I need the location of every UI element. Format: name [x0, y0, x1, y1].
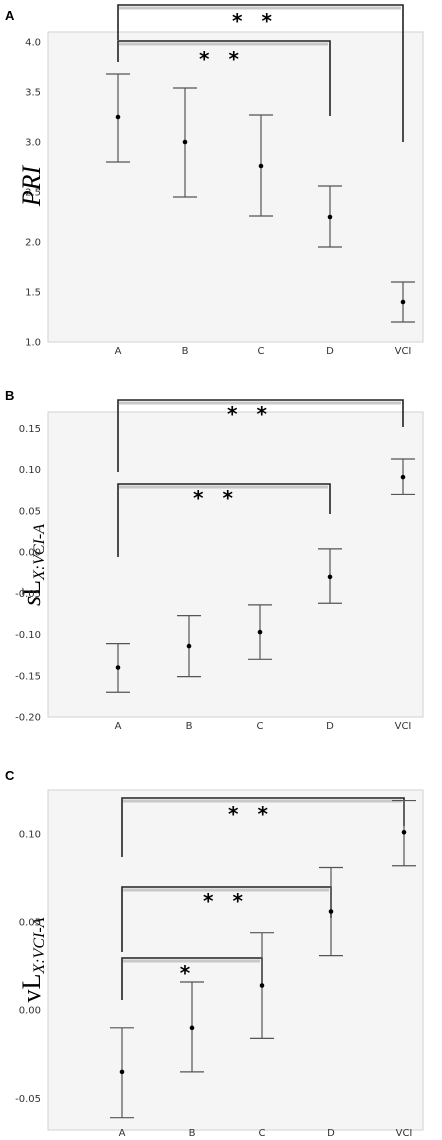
x-categories-c: A B C D VCI — [119, 1128, 413, 1139]
mean-point — [119, 1069, 125, 1075]
y-tick-label: 2.5 — [25, 188, 41, 199]
mean-point — [327, 574, 333, 580]
mean-point — [115, 114, 121, 120]
mean-point — [186, 643, 192, 649]
y-tick-label: 2.0 — [25, 238, 41, 249]
x-category-label: C — [257, 721, 264, 732]
significance-bracket — [117, 483, 331, 557]
x-category-label: D — [327, 1128, 335, 1139]
y-tick-label: 3.5 — [25, 88, 41, 99]
y-tick-label: 0.10 — [19, 830, 41, 841]
significance-brackets-c: * * * * * — [121, 797, 405, 1000]
panel-a: A PRI 1.01.52.02.53.03.54.0 A B C D VCI * **… — [5, 4, 424, 357]
y-tick-label: 1.5 — [25, 288, 41, 299]
error-bars-b — [106, 458, 415, 693]
significance-brackets-a: * * * * — [117, 4, 404, 142]
significance-stars: * * — [228, 802, 274, 826]
y-ticks-c: -0.05 0.00 0.05 0.10 — [15, 830, 41, 1105]
x-category-label: C — [258, 346, 265, 357]
mean-point — [258, 163, 264, 169]
error-bars-a — [106, 73, 415, 323]
plot-area-b — [47, 411, 424, 718]
x-category-label: D — [326, 721, 334, 732]
y-tick-label: 0.15 — [19, 424, 41, 435]
y-axis-label-b: sLX:VCI-A — [17, 524, 48, 606]
x-category-label: A — [119, 1128, 126, 1139]
panel-c: C vLX:VCI-A -0.050.000.050.10 A B C D VCI **… — [5, 768, 424, 1139]
mean-point — [259, 983, 265, 988]
x-category-label: A — [115, 346, 122, 357]
y-tick-label: 1.0 — [25, 338, 41, 349]
x-categories-a: A B C D VCI — [115, 346, 412, 357]
x-categories-b: A B C D VCI — [115, 721, 412, 732]
mean-point — [400, 299, 406, 305]
plot-area-a — [47, 31, 424, 343]
x-category-label: VCI — [395, 346, 412, 357]
mean-point — [401, 829, 407, 835]
mean-point — [182, 139, 188, 145]
y-tick-label: 0.05 — [19, 506, 41, 517]
y-tick-label: 0.10 — [19, 465, 41, 476]
panel-letter-c: C — [5, 768, 15, 783]
y-tick-label: 0.00 — [19, 1006, 41, 1017]
y-tick-label: -0.20 — [15, 713, 41, 724]
y-tick-label: 3.0 — [25, 138, 41, 149]
mean-point — [328, 909, 334, 914]
x-category-label: B — [189, 1128, 196, 1139]
significance-bracket — [117, 4, 404, 142]
y-tick-label: 0.05 — [19, 918, 41, 929]
y-ticks-b: -0.20 -0.15 -0.10 -0.05 0.00 0.05 0.10 0.15 — [15, 424, 41, 724]
panel-letter-a: A — [5, 8, 15, 23]
mean-point — [327, 214, 333, 220]
significance-stars: * * — [193, 486, 239, 510]
significance-stars: * * — [227, 402, 273, 426]
y-tick-label: 4.0 — [25, 38, 41, 49]
mean-point — [115, 665, 121, 670]
y-axis-label-c: vLX:VCI-A — [17, 917, 48, 1002]
significance-bracket — [117, 399, 404, 472]
error-bars-c — [110, 799, 416, 1119]
panel-b: B sLX:VCI-A -0.20 -0.15 -0.10 -0.05 0.00 0.05… — [5, 388, 424, 732]
x-category-label: C — [259, 1128, 266, 1139]
x-category-label: A — [115, 721, 122, 732]
y-tick-label: -0.10 — [15, 630, 41, 641]
y-axis-label-a: PRI — [17, 164, 46, 207]
significance-stars: * — [180, 961, 196, 985]
mean-point — [189, 1025, 195, 1031]
significance-stars: * * — [203, 889, 249, 913]
significance-bracket — [117, 40, 331, 116]
y-tick-label: 0.00 — [19, 548, 41, 559]
significance-stars: * * — [199, 47, 245, 71]
y-tick-label: -0.05 — [15, 589, 41, 600]
x-category-label: B — [186, 721, 193, 732]
mean-point — [257, 629, 263, 635]
y-tick-label: -0.15 — [15, 671, 41, 682]
mean-point — [400, 474, 406, 480]
y-ticks-a: 1.0 1.5 2.0 2.5 3.0 3.5 4.0 — [25, 38, 41, 349]
significance-brackets-b: * * * * — [117, 399, 404, 557]
x-category-label: VCI — [395, 721, 412, 732]
x-category-label: VCI — [396, 1128, 413, 1139]
y-tick-label: -0.05 — [15, 1094, 41, 1105]
x-category-label: B — [182, 346, 189, 357]
significance-stars: * * — [232, 9, 278, 33]
x-category-label: D — [326, 346, 334, 357]
panel-letter-b: B — [5, 388, 14, 403]
